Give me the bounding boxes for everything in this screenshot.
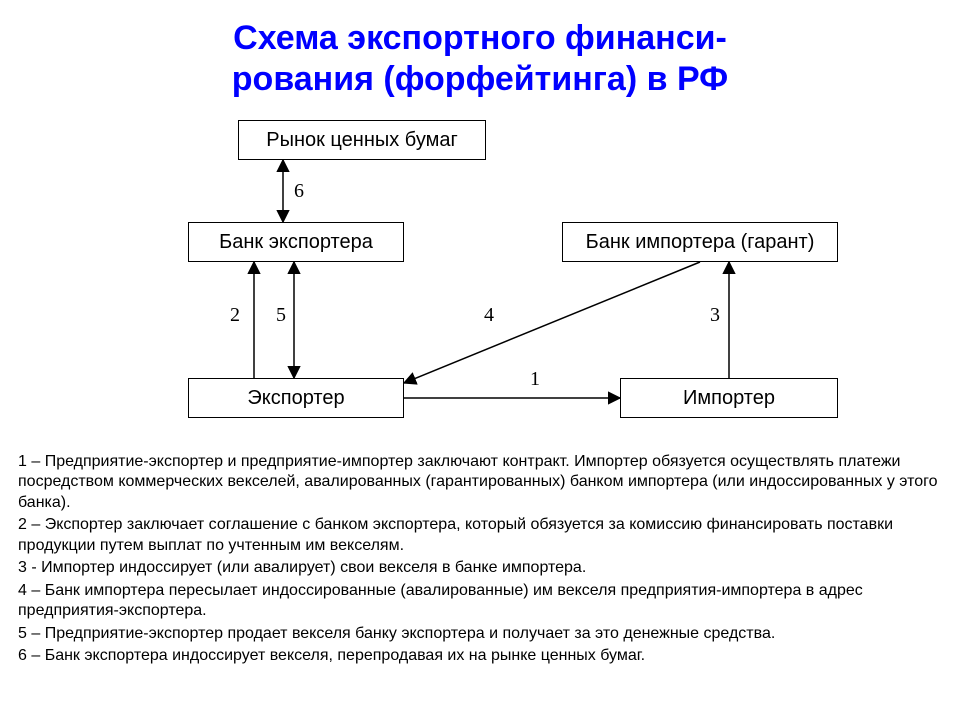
legend-item: 6 – Банк экспортера индоссирует векселя,… — [18, 646, 942, 666]
edge-label-e1: 1 — [530, 368, 540, 391]
edge-label-e6: 6 — [294, 180, 304, 203]
edge-label-e3: 3 — [710, 304, 720, 327]
legend-item: 2 – Экспортер заключает соглашение с бан… — [18, 515, 942, 556]
edge-e4 — [404, 262, 700, 383]
node-exporter: Экспортер — [188, 378, 404, 418]
legend-item: 5 – Предприятие-экспортер продает вексел… — [18, 624, 942, 644]
edge-label-e2: 2 — [230, 304, 240, 327]
edge-label-e5: 5 — [276, 304, 286, 327]
edge-label-e4: 4 — [484, 304, 494, 327]
node-exp_bank: Банк экспортера — [188, 222, 404, 262]
legend-item: 4 – Банк импортера пересылает индоссиров… — [18, 581, 942, 622]
flowchart: Рынок ценных бумаг Банк экспортера Банк им… — [0, 0, 960, 450]
legend-item: 3 - Импортер индоссирует (или авалирует)… — [18, 558, 942, 578]
node-market: Рынок ценных бумаг — [238, 120, 486, 160]
legend-item: 1 – Предприятие-экспортер и предприятие-… — [18, 452, 942, 513]
legend: 1 – Предприятие-экспортер и предприятие-… — [18, 452, 942, 669]
node-importer: Импортер — [620, 378, 838, 418]
node-imp_bank: Банк импортера (гарант) — [562, 222, 838, 262]
